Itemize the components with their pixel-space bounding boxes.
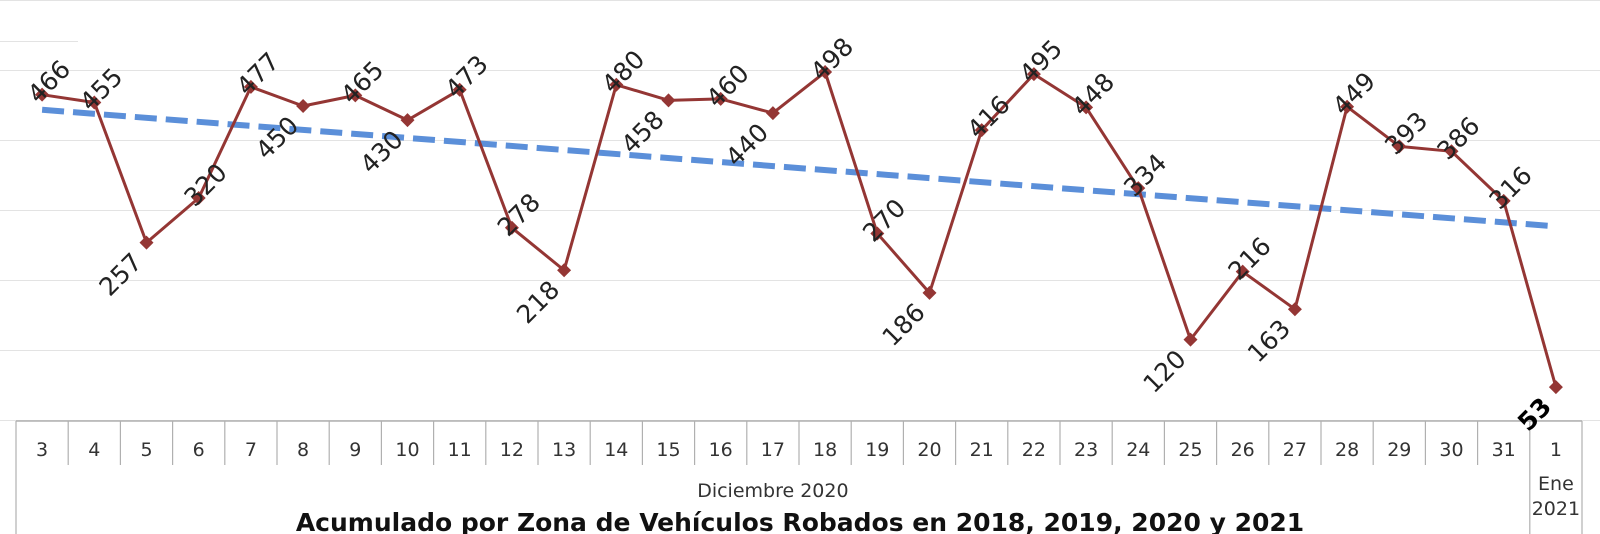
data-label: 53: [1512, 392, 1557, 437]
data-point: [1496, 193, 1511, 208]
data-point: [87, 95, 102, 110]
data-point: [35, 87, 50, 102]
data-point: [1026, 67, 1041, 82]
series-path: [41, 70, 1558, 388]
data-label: 458: [615, 105, 669, 159]
data-point: [191, 191, 206, 206]
data-point: [1444, 144, 1459, 159]
tick-label: 19: [865, 439, 889, 461]
tick-label: 18: [813, 439, 837, 461]
tick-label: 31: [1492, 439, 1516, 461]
tick-label: 27: [1283, 439, 1307, 461]
data-point: [1183, 332, 1198, 347]
tick-label: 12: [500, 439, 524, 461]
tick-label: 24: [1126, 439, 1150, 461]
trendline-line: [41, 106, 1557, 230]
data-label: 393: [1379, 106, 1433, 160]
data-label: 449: [1327, 67, 1381, 121]
tick-label: 5: [140, 439, 152, 461]
tick-label: 1: [1550, 439, 1562, 461]
data-label: 386: [1431, 111, 1485, 165]
tick-label: 17: [761, 439, 785, 461]
tick-label: 16: [709, 439, 733, 461]
data-label: 416: [962, 90, 1016, 144]
tick-label: 15: [656, 439, 680, 461]
data-point: [1235, 264, 1250, 279]
data-point: [1287, 302, 1302, 317]
series-line: [35, 65, 1563, 395]
data-point: [661, 93, 676, 108]
data-label: 320: [179, 158, 233, 212]
tick-label: 21: [970, 439, 994, 461]
data-point: [1548, 380, 1563, 395]
data-label: 216: [1223, 231, 1277, 285]
data-point: [713, 91, 728, 106]
data-point: [452, 82, 467, 97]
tick-label: 20: [917, 439, 941, 461]
data-label: 465: [335, 55, 389, 109]
data-point: [818, 65, 833, 80]
data-point: [974, 123, 989, 138]
data-label: 498: [805, 32, 859, 86]
data-label: 316: [1484, 161, 1538, 215]
chart-title: Acumulado por Zona de Vehículos Robados …: [296, 508, 1304, 534]
data-label: 257: [93, 247, 147, 301]
tick-label: 25: [1178, 439, 1202, 461]
data-label: 163: [1242, 314, 1296, 368]
group-label: Ene 2021: [1532, 473, 1580, 520]
tick-label: 11: [448, 439, 472, 461]
data-point: [139, 235, 154, 250]
data-label: 270: [857, 193, 911, 247]
data-point: [609, 77, 624, 92]
group-label: Diciembre 2020: [697, 480, 848, 502]
tick-label: 30: [1439, 439, 1463, 461]
category-axis: 3 4 5 6 7 8 9 10 11 12 13 14 15 16 17 18 19 20 21 22 23 24 25 2…: [15, 420, 1583, 534]
data-point: [348, 88, 363, 103]
data-label: 186: [876, 298, 930, 352]
data-point: [504, 220, 519, 235]
data-label: 466: [22, 54, 76, 108]
data-point: [400, 113, 415, 128]
data-point: [1340, 99, 1355, 114]
tick-label: 29: [1387, 439, 1411, 461]
tick-label: 23: [1074, 439, 1098, 461]
tick-label: 7: [245, 439, 257, 461]
data-label: 120: [1137, 344, 1191, 398]
data-label: 477: [231, 47, 285, 101]
data-point: [1131, 181, 1146, 196]
data-point: [296, 99, 311, 113]
tick-label: 26: [1231, 439, 1255, 461]
data-point: [870, 226, 885, 241]
data-label: 480: [596, 45, 650, 99]
tick-label: 14: [604, 439, 628, 461]
tick-label: 28: [1335, 439, 1359, 461]
data-point: [1392, 139, 1407, 154]
tick-label: 22: [1022, 439, 1046, 461]
data-point: [1079, 100, 1094, 115]
data-label: 448: [1066, 67, 1120, 121]
data-label: 218: [511, 275, 565, 329]
tick-label: 8: [297, 439, 309, 461]
tick-label: 13: [552, 439, 576, 461]
data-point: [922, 285, 937, 300]
tick-label: 3: [36, 439, 48, 461]
data-labels: 4664552573204774504654304732782184804584…: [22, 32, 1557, 437]
data-point: [765, 106, 780, 121]
data-point: [243, 79, 258, 94]
data-label: 450: [250, 111, 304, 165]
trendline: [41, 106, 1557, 230]
data-label: 495: [1014, 34, 1068, 88]
data-point: [557, 263, 572, 278]
tick-label: 9: [349, 439, 361, 461]
tick-label: 4: [88, 439, 100, 461]
tick-label: 10: [395, 439, 419, 461]
tick-label: 6: [193, 439, 205, 461]
